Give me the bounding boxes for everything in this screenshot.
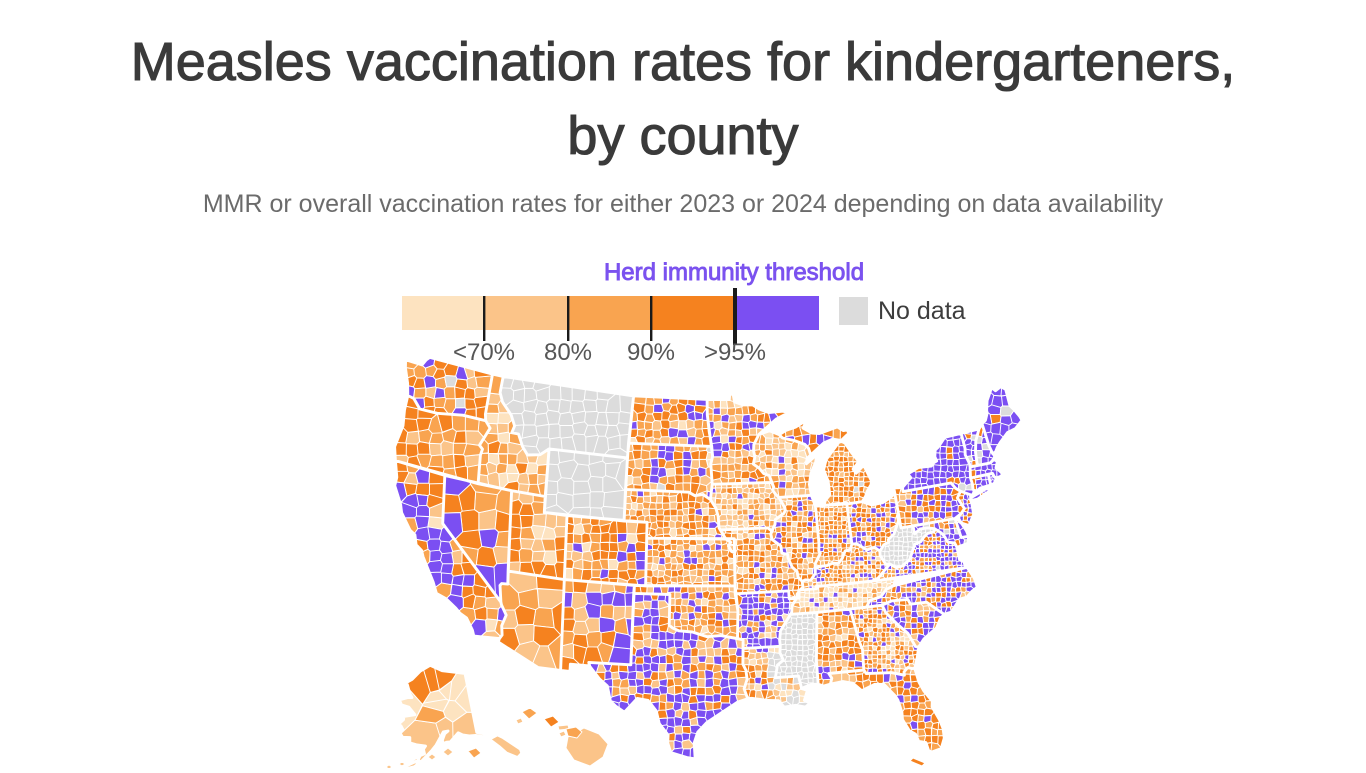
- svg-text:80%: 80%: [544, 339, 592, 366]
- svg-text:No data: No data: [878, 297, 966, 325]
- svg-text:>95%: >95%: [704, 339, 766, 366]
- svg-text:Herd immunity threshold: Herd immunity threshold: [604, 259, 864, 286]
- svg-text:90%: 90%: [627, 339, 675, 366]
- svg-text:<70%: <70%: [453, 339, 515, 366]
